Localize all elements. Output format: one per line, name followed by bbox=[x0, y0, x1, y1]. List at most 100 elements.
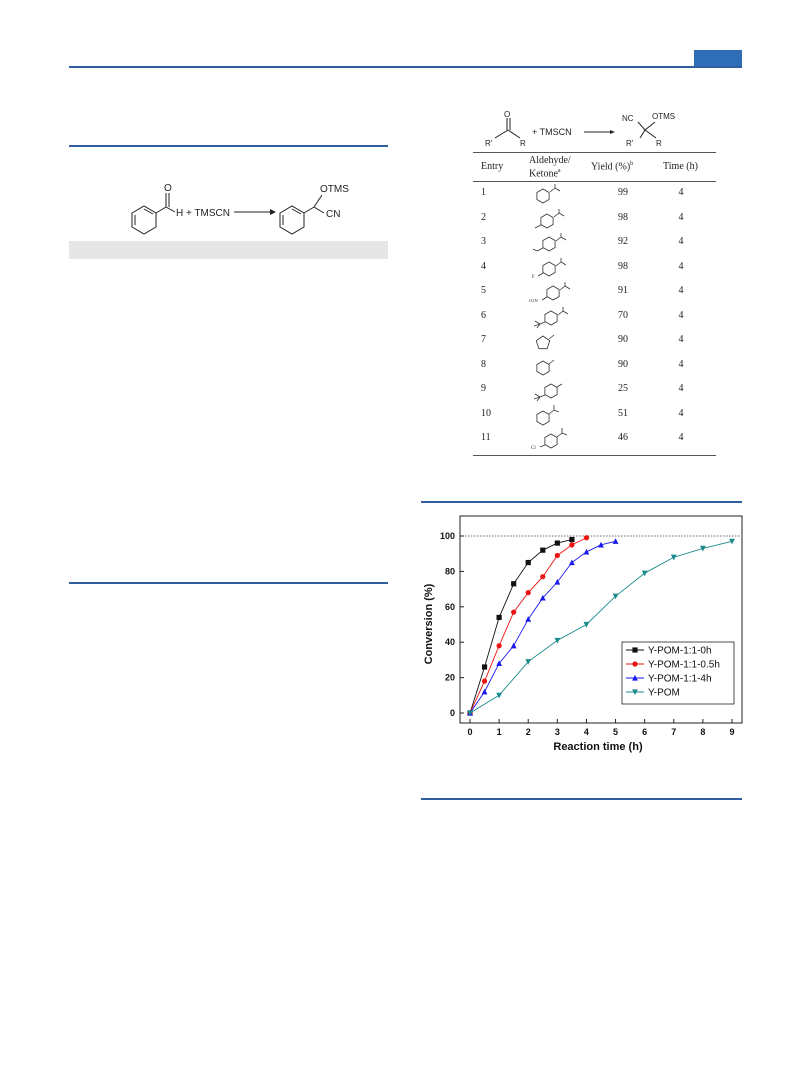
data-point bbox=[632, 674, 638, 681]
table-row: 5 O2N 91 4 bbox=[473, 280, 716, 305]
data-point bbox=[598, 541, 604, 548]
4-tert-butylcyclohexanone-structure-icon bbox=[533, 383, 563, 402]
left-section-rule-1 bbox=[69, 145, 388, 147]
yield-cell: 90 bbox=[618, 358, 628, 370]
x-tick-label: 3 bbox=[555, 727, 560, 737]
entry-cell: 7 bbox=[481, 334, 486, 345]
yield-cell: 51 bbox=[618, 407, 628, 419]
data-point bbox=[699, 545, 706, 552]
time-cell: 4 bbox=[678, 187, 684, 198]
x-tick-label: 6 bbox=[642, 727, 647, 737]
series-Y-POM-1:1-0h bbox=[467, 536, 575, 716]
yield-cell: 92 bbox=[618, 236, 628, 247]
entry-cell: 9 bbox=[481, 383, 486, 394]
structure-cell bbox=[529, 183, 599, 205]
4-tert-butylbenzaldehyde-structure-icon bbox=[533, 306, 569, 328]
structure-cell: F bbox=[529, 257, 599, 280]
table-row: 1 99 4 bbox=[473, 182, 716, 207]
chart-legend: Y-POM-1:1-0h Y-POM-1:1-0.5h Y-POM-1:1-4h Y-… bbox=[621, 641, 735, 705]
data-point bbox=[510, 642, 517, 649]
table-bottom-rule bbox=[473, 455, 716, 456]
structure-cell bbox=[529, 232, 599, 254]
reaction-scheme: O H + TMSCN OTMS CN bbox=[131, 183, 349, 235]
structure-cell bbox=[529, 355, 599, 377]
yield-cell: 98 bbox=[618, 260, 628, 272]
yield-cell: 90 bbox=[618, 334, 628, 345]
time-cell: 4 bbox=[678, 383, 684, 394]
entry-cell: 3 bbox=[481, 236, 486, 247]
y-tick-label: 20 bbox=[445, 673, 455, 683]
series-Y-POM-1:1-4h bbox=[467, 538, 619, 716]
table-row: 9 25 4 bbox=[473, 378, 716, 403]
svg-text:NC: NC bbox=[622, 114, 634, 123]
time-cell: 4 bbox=[678, 211, 684, 223]
conversion-chart: 0 1 2 3 4 5 6 7 8 9 0 20 40 60 80 100 Conversion (%) Re… bbox=[418, 500, 743, 765]
legend-label: Y-POM bbox=[648, 688, 680, 699]
data-point bbox=[583, 621, 590, 628]
data-point bbox=[554, 552, 560, 559]
data-point bbox=[525, 659, 532, 665]
data-point bbox=[525, 559, 531, 566]
entry-cell: 10 bbox=[481, 407, 491, 419]
structure-cell: O2N bbox=[529, 281, 599, 303]
data-point bbox=[525, 616, 532, 622]
data-point bbox=[496, 692, 503, 699]
left-section-rule-2 bbox=[69, 582, 388, 584]
data-point bbox=[612, 538, 619, 544]
y-tick-label: 60 bbox=[445, 602, 455, 612]
y-tick-label: 80 bbox=[445, 566, 455, 576]
data-point bbox=[641, 570, 648, 577]
entry-cell: 11 bbox=[481, 432, 491, 443]
time-cell: 4 bbox=[678, 358, 684, 370]
benzaldehyde-structure-icon bbox=[536, 184, 561, 204]
yield-cell: 98 bbox=[618, 211, 628, 223]
data-point bbox=[481, 688, 488, 695]
data-point bbox=[511, 609, 517, 615]
structure-cell bbox=[529, 404, 599, 426]
yield-cell: 91 bbox=[618, 285, 628, 296]
series-line bbox=[469, 540, 616, 714]
data-point bbox=[481, 678, 488, 684]
svg-text:R': R' bbox=[485, 139, 493, 148]
data-point bbox=[467, 710, 473, 717]
time-cell: 4 bbox=[678, 260, 684, 272]
svg-text:R: R bbox=[656, 139, 662, 148]
data-point bbox=[496, 614, 502, 621]
y-tick-label: 100 bbox=[440, 531, 455, 541]
data-point bbox=[632, 661, 638, 667]
table-row: 10 51 4 bbox=[473, 403, 716, 428]
carbonyl-o-label: O bbox=[164, 183, 172, 194]
data-point bbox=[554, 578, 561, 585]
data-point bbox=[525, 590, 531, 596]
reagent-label: H + TMSCN bbox=[176, 208, 230, 219]
x-tick-label: 4 bbox=[584, 727, 589, 737]
table-row: 2 98 4 bbox=[473, 207, 716, 232]
yield-cell: 70 bbox=[618, 309, 628, 321]
legend-label: Y-POM-1:1-0h bbox=[648, 646, 712, 657]
time-cell: 4 bbox=[678, 285, 684, 296]
yield-cell: 99 bbox=[618, 187, 628, 198]
entry-cell: 4 bbox=[481, 260, 486, 272]
x-tick-label: 8 bbox=[700, 727, 705, 737]
yield-cell: 46 bbox=[618, 432, 628, 443]
scheme-caption-band bbox=[69, 241, 388, 259]
data-point bbox=[583, 535, 590, 541]
header-yield: Yield (%)b bbox=[591, 161, 634, 173]
4-fluorobenzaldehyde-structure-icon: F bbox=[532, 257, 567, 280]
x-tick-label: 7 bbox=[671, 727, 676, 737]
y-tick-label: 40 bbox=[445, 637, 455, 647]
substrate-table: Entry Aldehyde/ Ketonea Yield (%)b Time … bbox=[473, 152, 716, 456]
time-cell: 4 bbox=[678, 309, 684, 321]
data-point bbox=[540, 547, 546, 553]
entry-cell: 8 bbox=[481, 358, 486, 370]
time-cell: 4 bbox=[678, 334, 684, 345]
data-point bbox=[569, 536, 575, 543]
table-body: 1 99 4 2 98 4 3 92 4 4 F 98 4 5 O2N 91 4 6 70 4 7 90 4 8 90 4 9 25 4… bbox=[473, 182, 716, 455]
data-point bbox=[670, 554, 677, 561]
y-tick-label: 0 bbox=[450, 708, 455, 718]
header-substrate: Aldehyde/ Ketonea bbox=[529, 155, 571, 180]
header-entry: Entry bbox=[481, 161, 504, 172]
acetophenone-structure-icon bbox=[536, 404, 560, 425]
svg-text:O: O bbox=[504, 110, 510, 119]
table-row: 11 Cl 46 4 bbox=[473, 427, 716, 455]
